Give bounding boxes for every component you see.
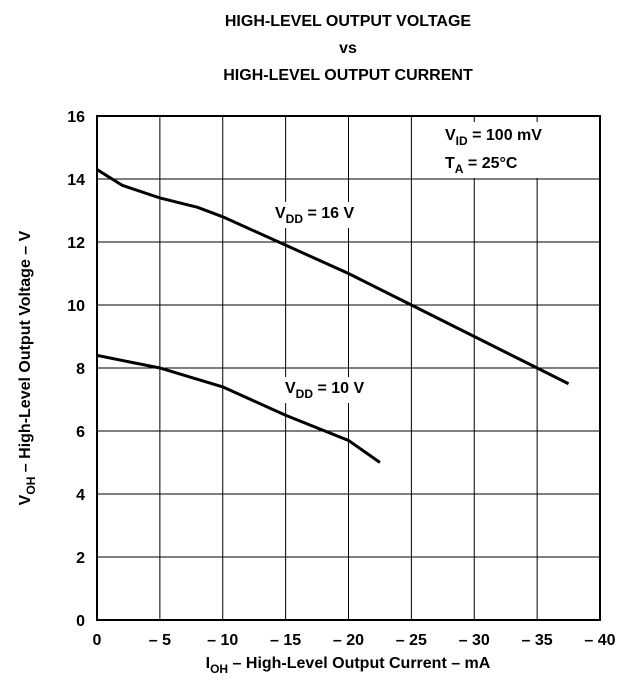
x-axis-label-part: OH: [210, 662, 228, 676]
annotation: TA = 25°C: [445, 155, 518, 176]
x-tick-label: – 25: [396, 632, 427, 649]
x-tick-label: – 10: [207, 632, 238, 649]
series-label-part: = 10 V: [313, 380, 364, 397]
annotation-part: A: [455, 162, 464, 176]
series-label-part: DD: [286, 212, 304, 226]
series-line: [96, 353, 381, 464]
annotation-box: [432, 122, 596, 178]
series-label-part: V: [285, 380, 296, 397]
y-tick-label: 14: [67, 172, 85, 189]
series-label-part: = 16 V: [303, 205, 354, 222]
x-tick-label: – 15: [270, 632, 301, 649]
x-tick-label: 0: [93, 632, 102, 649]
series-label-bg: [272, 202, 397, 228]
x-axis-label: IOH – High-Level Output Current – mA: [206, 655, 491, 676]
series-line: [96, 168, 570, 386]
series-label: VDD = 16 V: [275, 205, 354, 226]
plot-border: [96, 115, 601, 621]
x-tick-label: – 35: [522, 632, 553, 649]
y-axis-label: VOH – High-Level Output Voltage – V: [17, 230, 38, 505]
chart-title: HIGH-LEVEL OUTPUT VOLTAGE: [225, 13, 472, 30]
annotation-part: V: [445, 127, 456, 144]
series-label-part: DD: [296, 387, 314, 401]
y-tick-label: 2: [76, 550, 85, 567]
y-tick-label: 10: [67, 298, 85, 315]
y-axis-label-part: V: [17, 494, 34, 505]
y-axis-label-part: – High-Level Output Voltage – V: [17, 230, 34, 476]
y-tick-label: 8: [76, 361, 85, 378]
y-tick-label: 6: [76, 424, 85, 441]
x-tick-label: – 5: [149, 632, 171, 649]
x-axis-label-part: – High-Level Output Current – mA: [228, 655, 491, 672]
annotation-part: ID: [456, 134, 468, 148]
y-tick-label: 12: [67, 235, 85, 252]
annotation: VID = 100 mV: [445, 127, 542, 148]
x-axis-label-part: I: [206, 655, 210, 672]
chart-title: vs: [339, 40, 357, 57]
y-tick-label: 0: [76, 613, 85, 630]
series-label: VDD = 10 V: [285, 380, 364, 401]
annotation-part: = 25°C: [463, 155, 517, 172]
y-axis-label-part: OH: [24, 477, 38, 495]
x-tick-label: – 30: [459, 632, 490, 649]
y-tick-label: 16: [67, 109, 85, 126]
chart-title: HIGH-LEVEL OUTPUT CURRENT: [223, 67, 473, 84]
x-tick-label: – 40: [584, 632, 615, 649]
annotation-part: T: [445, 155, 455, 172]
x-tick-label: – 20: [333, 632, 364, 649]
series-label-part: V: [275, 205, 286, 222]
annotation-part: = 100 mV: [468, 127, 543, 144]
series-label-bg: [282, 377, 407, 403]
y-tick-label: 4: [76, 487, 85, 504]
